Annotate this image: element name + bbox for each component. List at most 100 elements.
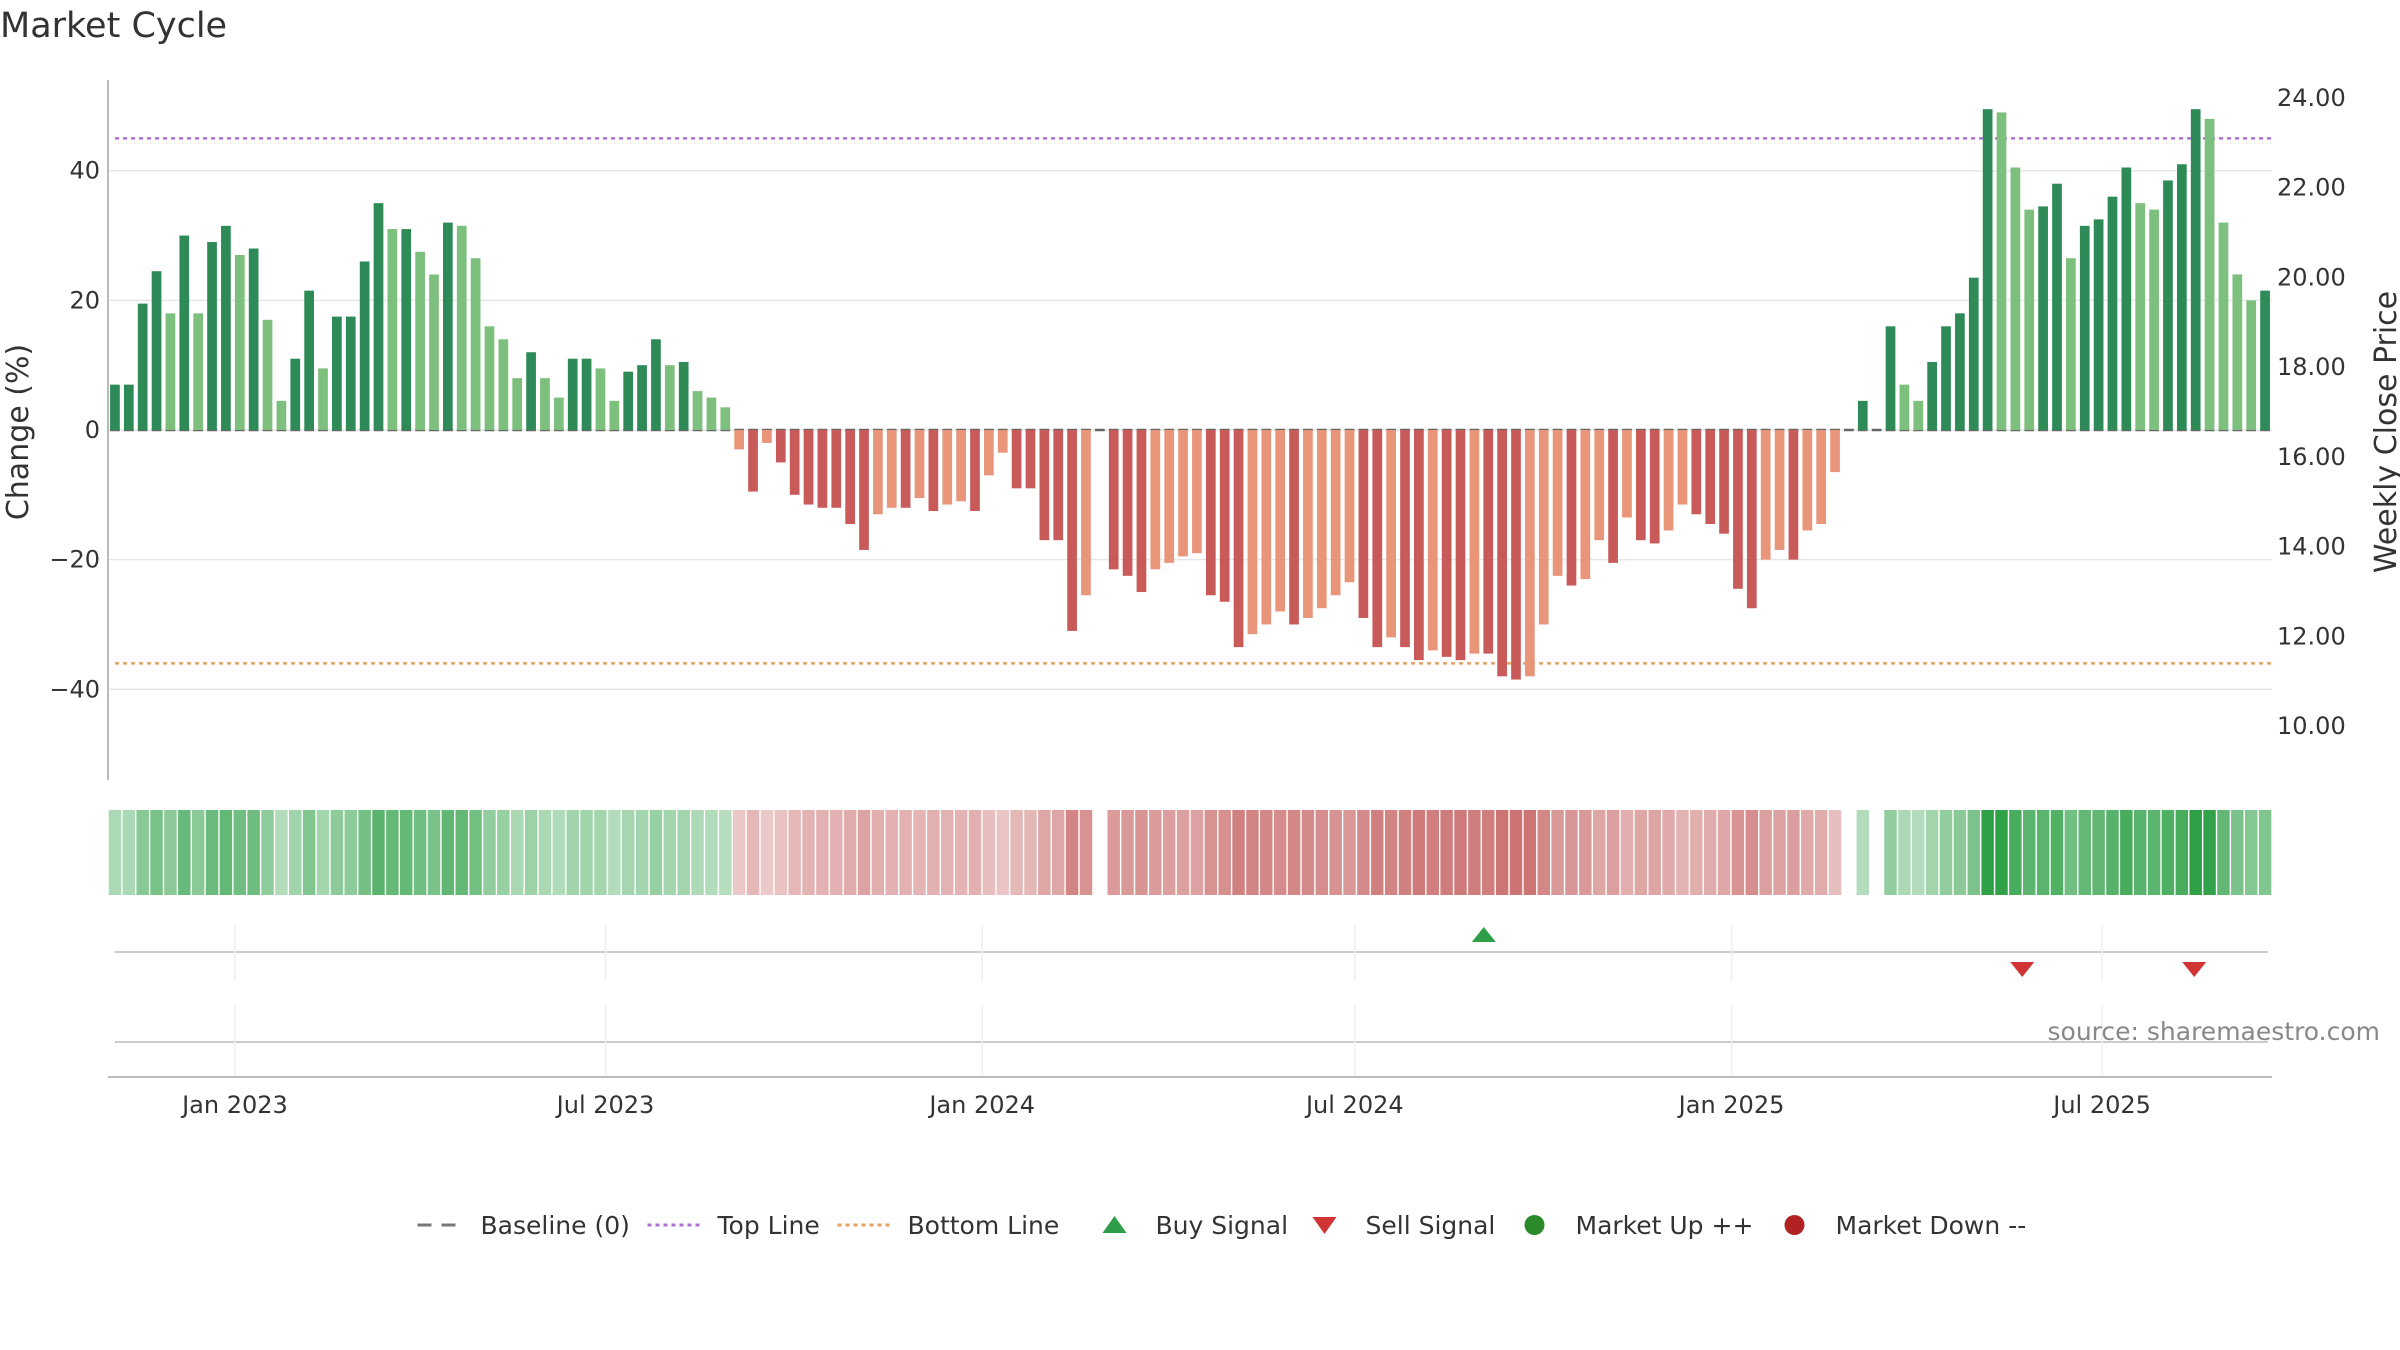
sell-signal-marker — [2010, 962, 2035, 977]
y-tick-label: 20 — [69, 286, 100, 314]
heat-cell — [1315, 810, 1329, 895]
legend-label: Buy Signal — [1156, 1211, 1289, 1240]
change-bar — [1677, 430, 1688, 505]
change-bar — [345, 316, 356, 430]
change-bar — [845, 430, 855, 524]
change-bar — [2024, 209, 2035, 430]
change-bar — [928, 430, 939, 512]
heat-cell — [2120, 810, 2133, 895]
heat-cell — [538, 810, 552, 895]
change-bar — [1552, 430, 1563, 576]
y-axis-label: Change (%) — [1, 344, 36, 520]
heat-cell — [2175, 810, 2189, 895]
heat-cell — [941, 810, 954, 895]
heat-cell — [746, 810, 760, 895]
change-bar — [762, 430, 772, 443]
heat-cell — [1107, 810, 1120, 895]
heat-cell — [1495, 810, 1509, 895]
heat-cell — [1648, 810, 1661, 895]
heat-cell — [1079, 810, 1093, 895]
heat-cell — [372, 810, 385, 895]
change-bar — [2052, 183, 2062, 430]
heat-cell — [441, 810, 455, 895]
change-bar — [1455, 430, 1466, 661]
change-bar — [1525, 430, 1535, 677]
change-bar — [2107, 196, 2118, 430]
heat-cell — [1260, 810, 1273, 895]
change-bar — [1594, 430, 1605, 541]
change-bar — [748, 430, 758, 492]
heat-cell — [1149, 810, 1162, 895]
change-bar — [1025, 430, 1036, 489]
heat-cell — [1925, 810, 1939, 895]
heat-cell — [1773, 810, 1786, 895]
change-bar — [1386, 430, 1396, 638]
heat-cell — [2106, 810, 2119, 895]
heat-cell — [552, 810, 566, 895]
change-bar — [1275, 430, 1286, 612]
heat-cell — [1454, 810, 1467, 895]
y2-tick-label: 24.00 — [2277, 84, 2346, 112]
change-bar — [512, 378, 523, 430]
change-bar — [151, 271, 162, 430]
heat-cell — [261, 810, 274, 895]
change-bar — [1719, 430, 1729, 534]
heat-cell — [2147, 810, 2161, 895]
date-axis: Jan 2023 Jul 2023 Jan 2024 Jul 2024 Jan 2025… — [108, 1076, 2272, 1119]
heat-cell — [2036, 810, 2050, 895]
heat-cell — [1898, 810, 1911, 895]
change-bar — [137, 303, 148, 430]
change-bar — [2121, 167, 2132, 430]
change-bar — [623, 371, 634, 430]
change-bar — [221, 225, 231, 430]
heat-cell — [1537, 810, 1550, 895]
change-bar — [609, 400, 620, 430]
change-bar — [970, 430, 980, 512]
heat-cell — [1371, 810, 1384, 895]
change-bar — [1289, 430, 1299, 625]
heat-cell — [802, 810, 815, 895]
heat-cell — [608, 810, 621, 895]
change-bar — [165, 313, 176, 430]
legend-item: Bottom Line — [837, 1211, 1059, 1240]
change-bar — [498, 339, 509, 430]
heat-cell — [843, 810, 857, 895]
change-bar — [332, 316, 342, 430]
heat-cell — [386, 810, 399, 895]
y-tick-label: −20 — [49, 546, 100, 574]
x-tick-label: Jan 2023 — [180, 1091, 288, 1119]
heat-cell — [247, 810, 260, 895]
heat-cell — [1024, 810, 1037, 895]
heat-cell — [205, 810, 219, 895]
change-bar — [1483, 430, 1494, 654]
heat-cell — [427, 810, 441, 895]
heat-cell — [913, 810, 926, 895]
y2-axis-label: Weekly Close Price — [2369, 291, 2400, 573]
heat-cell — [1523, 810, 1537, 895]
heat-cell — [774, 810, 788, 895]
change-bar — [262, 319, 273, 430]
change-bar — [595, 368, 606, 430]
heat-cell — [524, 810, 538, 895]
heat-cell — [1912, 810, 1925, 895]
heat-cell — [2023, 810, 2036, 895]
change-bar — [443, 222, 453, 430]
change-bar — [914, 430, 925, 499]
heat-cell — [1509, 810, 1523, 895]
change-bar — [1857, 400, 1868, 430]
change-bar — [373, 203, 384, 430]
change-bar — [1580, 430, 1591, 580]
change-bar — [2149, 209, 2159, 430]
sell-signal-marker — [2182, 962, 2207, 977]
heat-cell — [1551, 810, 1564, 895]
change-bar — [984, 430, 994, 476]
x-tick-label: Jul 2023 — [555, 1091, 655, 1119]
x-tick-label: Jul 2025 — [2051, 1091, 2151, 1119]
heat-cell — [1856, 810, 1870, 895]
change-bar — [1955, 313, 1965, 430]
change-bar — [179, 235, 190, 430]
change-bar — [1746, 430, 1757, 609]
heat-cell — [1329, 810, 1342, 895]
heat-cell — [1606, 810, 1620, 895]
heat-cell — [344, 810, 357, 895]
